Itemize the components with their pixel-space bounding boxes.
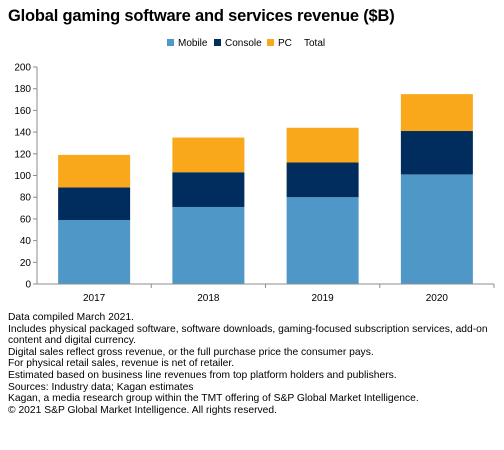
y-tick-label: 100: [14, 171, 31, 182]
bar-segment-mobile: [58, 219, 131, 284]
footnote-line: Includes physical packaged software, sof…: [8, 323, 488, 347]
legend-label-console: Console: [225, 38, 262, 49]
y-tick-label: 0: [25, 280, 31, 291]
bar-segment-console: [172, 172, 245, 207]
y-tick-label: 60: [20, 214, 32, 225]
bar-segment-console: [286, 162, 359, 198]
legend-item-mobile: Mobile: [167, 38, 207, 49]
footnote-line: Digital sales reflect gross revenue, or …: [8, 346, 374, 358]
bar-segment-pc: [58, 154, 131, 188]
legend-label-pc: PC: [278, 38, 292, 49]
legend-label-total: Total: [304, 38, 326, 49]
x-tick-label: 2019: [312, 293, 335, 304]
bar-chart: 0 20 40 60 80 100 120 140 160 180 200 2017 2018 2019 2…: [14, 63, 495, 304]
x-tick-label: 2018: [197, 293, 220, 304]
y-tick-label: 160: [14, 106, 31, 117]
footnotes: Data compiled March 2021. Includes physi…: [8, 312, 500, 416]
legend-swatch-console: [214, 39, 221, 46]
y-tick-label: 40: [20, 236, 32, 247]
bar-segment-mobile: [286, 197, 359, 284]
y-tick-label: 200: [14, 63, 31, 74]
y-tick-label: 120: [14, 149, 31, 160]
bar-segment-mobile: [172, 206, 245, 284]
footnote-line: For physical retail sales, revenue is ne…: [8, 358, 235, 370]
chart-legend: Mobile Console PC Total: [0, 38, 504, 52]
bar-segment-pc: [400, 94, 473, 132]
bar-segment-pc: [286, 127, 359, 163]
y-tick-label: 180: [14, 84, 31, 95]
chart-title: Global gaming software and services reve…: [8, 7, 395, 25]
bar-segment-mobile: [400, 174, 473, 284]
bar-segment-pc: [172, 137, 245, 173]
footnote-line: Sources: Industry data; Kagan estimates: [8, 381, 194, 393]
x-tick-label: 2020: [426, 293, 449, 304]
legend-item-pc: PC: [267, 38, 292, 49]
footnote-line: Estimated based on business line revenue…: [8, 369, 397, 381]
x-tick-label: 2017: [83, 293, 106, 304]
legend-item-total: Total: [293, 38, 325, 49]
legend-swatch-mobile: [167, 39, 174, 46]
legend-swatch-total: [293, 39, 300, 46]
bar-segment-console: [400, 131, 473, 175]
bar-segment-console: [58, 187, 131, 220]
footnote-line: Data compiled March 2021.: [8, 312, 134, 323]
footnote-line: Kagan, a media research group within the…: [8, 393, 419, 405]
legend-item-console: Console: [214, 38, 262, 49]
legend-swatch-pc: [267, 39, 274, 46]
y-tick-label: 80: [20, 193, 32, 204]
y-tick-label: 20: [20, 258, 32, 269]
legend-label-mobile: Mobile: [178, 38, 208, 49]
footnote-line: © 2021 S&P Global Market Intelligence. A…: [8, 404, 277, 416]
y-tick-label: 140: [14, 128, 31, 139]
